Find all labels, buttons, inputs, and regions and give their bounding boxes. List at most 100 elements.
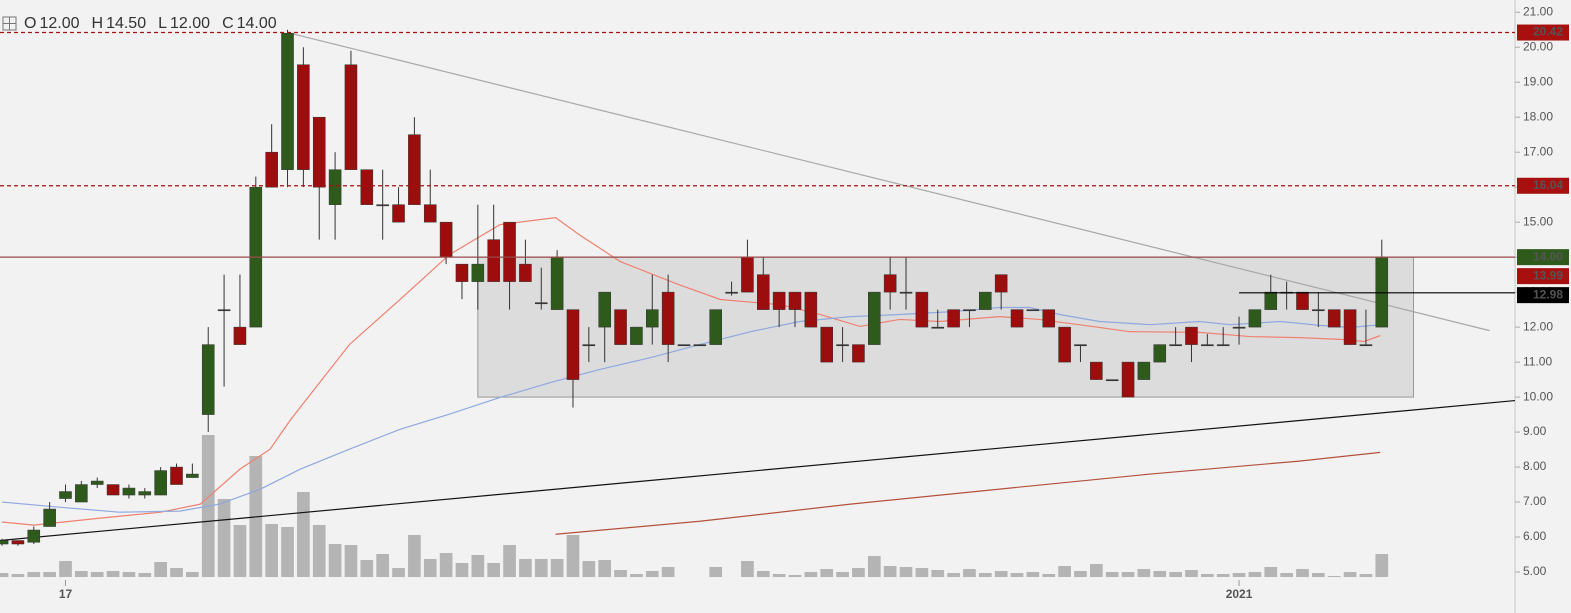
volume-bar: [503, 545, 516, 577]
volume-bar: [883, 566, 897, 577]
volume-bar: [1121, 572, 1135, 577]
volume-bar: [59, 561, 72, 577]
volume-bar: [11, 574, 25, 577]
volume-bar: [931, 570, 945, 577]
volume-bar: [471, 555, 485, 577]
candle-body: [820, 326, 834, 363]
volume-bar: [788, 575, 802, 577]
candle-body: [947, 309, 960, 328]
volume-bar: [867, 556, 881, 577]
volume-bar: [90, 572, 104, 577]
candle-body: [630, 326, 643, 345]
candle-body: [1343, 309, 1357, 345]
candle-body: [1169, 344, 1182, 347]
candle-body: [344, 64, 358, 170]
volume-bar: [963, 569, 976, 577]
candle-body: [27, 529, 41, 543]
volume-bar: [645, 571, 659, 577]
header-key: L: [158, 15, 167, 32]
candle-body: [899, 291, 913, 294]
candle-body: [90, 480, 104, 485]
candle-body: [1153, 344, 1167, 363]
candle-body: [772, 291, 786, 310]
candle-body: [534, 302, 548, 305]
candle-body: [408, 134, 421, 205]
volume-bar: [756, 571, 770, 577]
volume-bar: [186, 572, 199, 577]
candle-body: [217, 309, 231, 312]
candle-body: [265, 151, 278, 188]
volume-bar: [709, 567, 723, 577]
candle-body: [963, 309, 976, 312]
candle-body: [979, 291, 992, 310]
y-tick-label: 6.00: [1523, 529, 1547, 543]
candle-body: [709, 309, 722, 345]
volume-bar: [1296, 569, 1309, 577]
candle-body: [725, 291, 738, 294]
candle-body: [122, 487, 136, 496]
y-tick-label: 15.00: [1523, 214, 1553, 228]
volume-bar: [1280, 573, 1293, 577]
volume-bar: [1105, 572, 1119, 577]
candle-body: [582, 344, 596, 347]
volume-bar: [344, 545, 358, 577]
header-key: O: [24, 15, 36, 32]
volume-bar: [328, 544, 342, 577]
candle-body: [1121, 361, 1135, 398]
candle-body: [868, 291, 881, 345]
volume-bar: [1264, 567, 1278, 577]
y-tick-label: 17.00: [1523, 144, 1553, 158]
candle-body: [455, 263, 469, 282]
candle-body: [233, 326, 247, 345]
candle-body: [75, 484, 88, 503]
volume-bar: [534, 559, 548, 577]
candle-body: [1296, 291, 1309, 310]
candle-body: [328, 169, 342, 205]
header-value: 12.00: [39, 15, 79, 32]
volume-bar: [1137, 569, 1151, 577]
volume-bar: [106, 571, 120, 577]
candle-body: [693, 344, 707, 347]
volume-bar: [122, 572, 136, 577]
volume-bar: [598, 560, 612, 577]
candle-body: [1264, 291, 1278, 310]
volume-bar: [772, 574, 786, 577]
candle-body: [566, 309, 580, 380]
candle-body: [741, 256, 754, 293]
y-tick-label: 19.00: [1523, 74, 1553, 88]
candle-body: [312, 116, 326, 188]
candle-body: [550, 256, 564, 310]
candle-body: [1216, 344, 1230, 347]
volume-bar: [1010, 573, 1024, 577]
candle-body: [439, 221, 453, 258]
candle-body: [1058, 326, 1071, 363]
volume-bar: [423, 559, 437, 577]
price-tag: [1517, 249, 1569, 266]
price-tag-label: 13.99: [1533, 268, 1563, 282]
y-tick-label: 10.00: [1523, 389, 1553, 403]
y-tick-label: 11.00: [1523, 354, 1552, 368]
candle-body: [503, 221, 516, 282]
moving-average: [2, 306, 1381, 513]
volume-bar: [376, 554, 390, 577]
y-tick-label: 12.00: [1523, 319, 1553, 333]
header-key: C: [222, 15, 234, 32]
candle-body: [757, 274, 770, 310]
candle-body: [281, 32, 294, 170]
candle-body: [360, 169, 374, 205]
candle-body: [138, 491, 152, 496]
candle-body: [883, 274, 897, 293]
candle-body: [1074, 344, 1087, 347]
volume-bar: [804, 572, 818, 577]
volume-bar: [582, 561, 596, 577]
candle-body: [1312, 309, 1325, 312]
candle-body: [392, 204, 405, 223]
volume-bar: [614, 570, 627, 577]
volume-bar: [170, 568, 183, 577]
candle-body: [59, 491, 72, 499]
volume-bar: [154, 562, 167, 577]
candle-body: [677, 344, 691, 347]
volume-bar: [487, 563, 501, 577]
y-tick-label: 20.00: [1523, 39, 1553, 53]
